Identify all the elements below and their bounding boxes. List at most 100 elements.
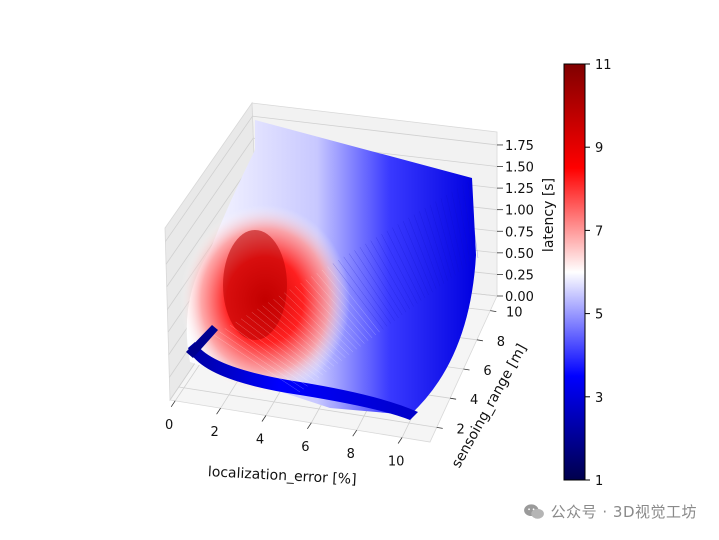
z-tick-label: 1.75 bbox=[505, 139, 534, 154]
surface-mesh-line bbox=[321, 269, 376, 336]
z-tick-label: 1.50 bbox=[505, 161, 534, 176]
surface-mesh-line bbox=[267, 302, 339, 364]
surface-mesh-line bbox=[397, 224, 429, 296]
surface-mesh-line bbox=[429, 204, 452, 279]
colorbar-gradient bbox=[563, 63, 586, 481]
surface-mesh-line bbox=[230, 325, 312, 384]
surface-mesh-line bbox=[257, 308, 331, 370]
y-gridline bbox=[178, 386, 437, 428]
surface-mesh-line bbox=[402, 220, 433, 293]
surface-mesh-line bbox=[359, 246, 403, 316]
z-tick-label: 0.75 bbox=[505, 225, 534, 240]
surface-mesh-line bbox=[370, 240, 411, 310]
surface-mesh-line bbox=[467, 181, 479, 259]
surface-mesh-line bbox=[375, 237, 414, 307]
y-tick-label: 10 bbox=[506, 306, 523, 321]
surface-mesh-line bbox=[413, 214, 441, 287]
z-tick-label: 0.50 bbox=[505, 247, 534, 262]
x-tick-label: 2 bbox=[210, 425, 218, 440]
surface-mesh-line bbox=[446, 194, 464, 270]
surface-left-ridge bbox=[186, 325, 218, 358]
z-axis-ticks: 0.00 0.25 0.50 0.75 1.00 1.25 1.50 1.75 bbox=[497, 139, 534, 305]
x-tick-label: 10 bbox=[388, 454, 405, 469]
colorbar: 1 3 5 7 9 11 bbox=[563, 58, 612, 489]
z-tick-label: 0.25 bbox=[505, 268, 534, 283]
surface-mesh-line bbox=[273, 299, 342, 361]
x-tick-label: 6 bbox=[301, 440, 309, 455]
z-axis-label: latency [s] bbox=[541, 178, 557, 252]
surface-mesh-line bbox=[251, 312, 327, 373]
z-tick-label: 1.00 bbox=[505, 204, 534, 219]
colorbar-ticks: 1 3 5 7 9 11 bbox=[585, 58, 612, 489]
x-tick-mark bbox=[261, 415, 267, 422]
surface-mesh-line bbox=[213, 334, 301, 393]
x-tick-mark bbox=[352, 429, 358, 437]
y-tick-mark bbox=[436, 427, 443, 429]
surface-mesh-line bbox=[305, 279, 365, 344]
surface-mesh-line bbox=[332, 263, 384, 330]
z-gridline-side bbox=[166, 159, 255, 288]
y-tick-mark bbox=[490, 310, 497, 312]
surface-mesh-line bbox=[456, 188, 471, 264]
x-tick-mark bbox=[397, 437, 403, 444]
z-gridline bbox=[252, 115, 498, 146]
surface-mesh-line bbox=[440, 198, 460, 273]
surface-mesh-line bbox=[419, 211, 445, 284]
surface-mesh-line bbox=[316, 272, 373, 338]
surface-front-edge bbox=[188, 342, 418, 420]
surface-mesh-line bbox=[240, 318, 320, 378]
z-gridline-side bbox=[165, 137, 254, 265]
x-axis-ticks: 0 2 4 6 8 10 bbox=[165, 400, 405, 469]
x-tick-mark bbox=[216, 407, 221, 415]
surface-mesh-line bbox=[262, 305, 335, 367]
x-axis-label: localization_error [%] bbox=[207, 464, 356, 488]
surface-mesh-line bbox=[435, 201, 456, 276]
surface-mesh-line bbox=[451, 191, 467, 267]
y-tick-label: 6 bbox=[483, 364, 491, 379]
surface bbox=[180, 120, 479, 420]
colorbar-tick-label: 9 bbox=[595, 141, 603, 156]
watermark-text: 公众号 · 3D视觉工坊 bbox=[550, 503, 697, 521]
surface-mesh-line bbox=[408, 217, 437, 290]
watermark: 公众号 · 3D视觉工坊 bbox=[523, 501, 697, 522]
surface-mesh-line bbox=[338, 259, 388, 327]
y-tick-mark bbox=[463, 368, 470, 371]
surface-mesh-line bbox=[348, 253, 395, 321]
surface-mesh-line bbox=[365, 243, 407, 313]
colorbar-tick-label: 11 bbox=[595, 58, 612, 73]
surface-mesh-line bbox=[392, 227, 426, 299]
x-tick-mark bbox=[307, 422, 312, 430]
surface-mesh-line bbox=[224, 328, 308, 387]
surface-mesh-line bbox=[386, 230, 422, 301]
surface-mesh-line bbox=[235, 321, 316, 381]
surface-mesh-line bbox=[462, 185, 475, 261]
colorbar-tick-label: 1 bbox=[595, 474, 603, 489]
surface-mesh-line bbox=[219, 331, 304, 390]
y-tick-mark bbox=[476, 339, 483, 342]
surface-mesh-line bbox=[424, 207, 448, 281]
surface-mesh-line bbox=[354, 250, 399, 319]
colorbar-tick-label: 5 bbox=[595, 308, 603, 323]
surface-mesh-line bbox=[278, 295, 346, 358]
surface-mesh-line bbox=[294, 285, 357, 350]
z-gridline-side bbox=[165, 115, 253, 242]
surface-mesh-line bbox=[343, 256, 392, 324]
colorbar-tick-label: 7 bbox=[595, 224, 603, 239]
z-tick-label: 1.25 bbox=[505, 182, 534, 197]
z-tick-label: 0.00 bbox=[505, 290, 534, 305]
y-tick-label: 8 bbox=[497, 335, 505, 350]
surface-mesh-line bbox=[246, 315, 323, 376]
y-tick-label: 2 bbox=[457, 422, 465, 437]
surface-lines bbox=[213, 181, 479, 393]
surface-mesh-line bbox=[300, 282, 361, 347]
colorbar-tick-label: 3 bbox=[595, 391, 603, 406]
surface-mesh-line bbox=[311, 276, 369, 341]
surface-mesh-line bbox=[327, 266, 380, 333]
x-tick-mark bbox=[170, 400, 176, 408]
x-tick-label: 0 bbox=[165, 418, 173, 433]
y-tick-label: 4 bbox=[470, 393, 478, 408]
x-tick-label: 8 bbox=[347, 447, 355, 462]
surface-mesh-line bbox=[381, 233, 418, 304]
